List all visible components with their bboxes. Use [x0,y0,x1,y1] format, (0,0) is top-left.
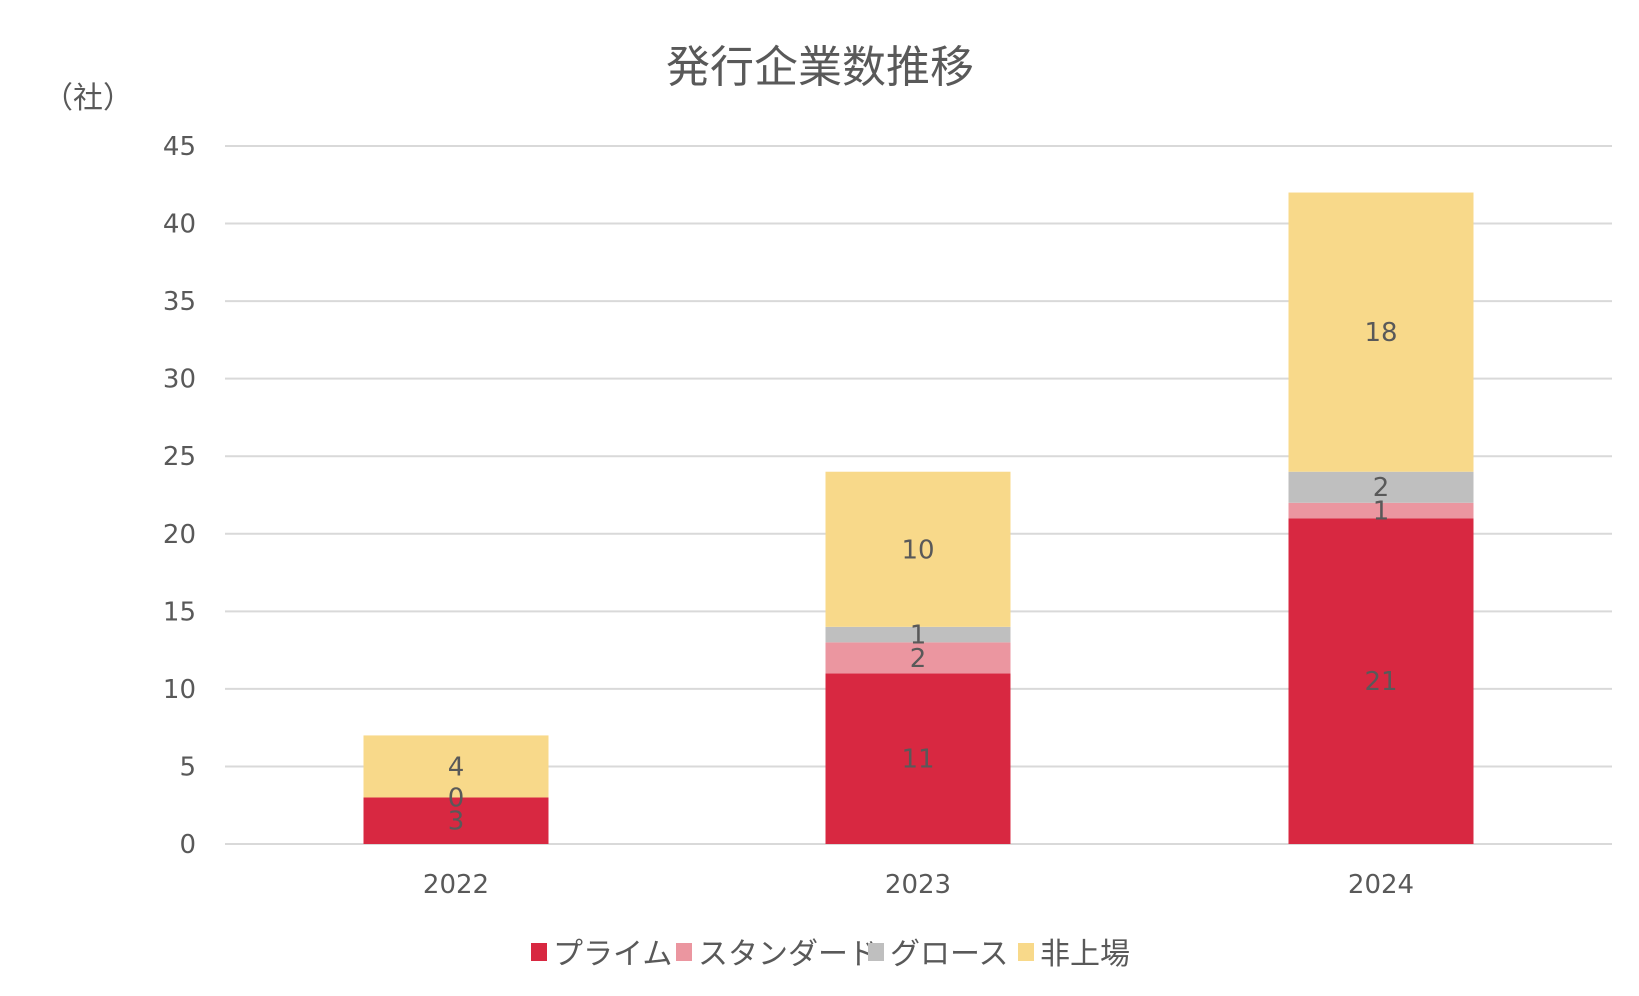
bar-segment [1288,502,1474,519]
legend: プライム スタンダード グロース 非上場 [531,937,1130,972]
legend-swatch [676,943,692,961]
legend-label: プライム [553,937,672,972]
data-label: 4 [448,752,465,782]
data-label: 0 [448,783,465,813]
bar-segment [1288,518,1474,844]
data-label: 1 [1373,497,1390,527]
data-label: 2 [910,644,927,674]
x-tick-label: 2022 [423,870,489,900]
legend-swatch [1018,943,1034,961]
bar-segment [825,642,1011,674]
bar-segment [1288,192,1474,472]
legend-swatch [868,943,884,961]
data-label: 1 [910,621,927,651]
legend-swatch [531,943,547,961]
data-label: 10 [901,535,934,565]
data-label: 18 [1364,318,1397,348]
data-label: 3 [448,807,465,837]
data-label: 21 [1364,667,1397,697]
y-tick-label: 35 [163,287,196,317]
bar-segment [363,735,549,798]
bar-segment [825,626,1011,643]
chart-title: 発行企業数推移 [666,42,974,93]
y-tick-label: 15 [163,597,196,627]
legend-label: グロース [890,937,1009,972]
y-tick-label: 10 [163,675,196,705]
bar-segment [1288,471,1474,503]
bars [363,192,1474,844]
bar-segment [825,471,1011,627]
y-tick-label: 40 [163,210,196,240]
data-label: 2 [1373,473,1390,503]
y-tick-label: 30 [163,365,196,395]
legend-label: スタンダード [698,937,878,972]
data-label: 11 [901,745,934,775]
x-axis-ticks: 2022 2023 2024 [423,870,1414,900]
legend-label: 非上場 [1040,937,1130,972]
y-tick-label: 20 [163,520,196,550]
y-tick-label: 25 [163,442,196,472]
x-tick-label: 2024 [1348,870,1414,900]
bar-segment [825,673,1011,844]
y-tick-label: 45 [163,132,196,162]
x-tick-label: 2023 [885,870,951,900]
bar-segment [363,797,549,844]
y-tick-label: 5 [179,752,196,782]
y-axis-unit-label: （社） [43,81,133,116]
y-tick-label: 0 [179,830,196,860]
y-axis-ticks: 0 5 10 15 20 25 30 35 40 45 [163,132,196,860]
